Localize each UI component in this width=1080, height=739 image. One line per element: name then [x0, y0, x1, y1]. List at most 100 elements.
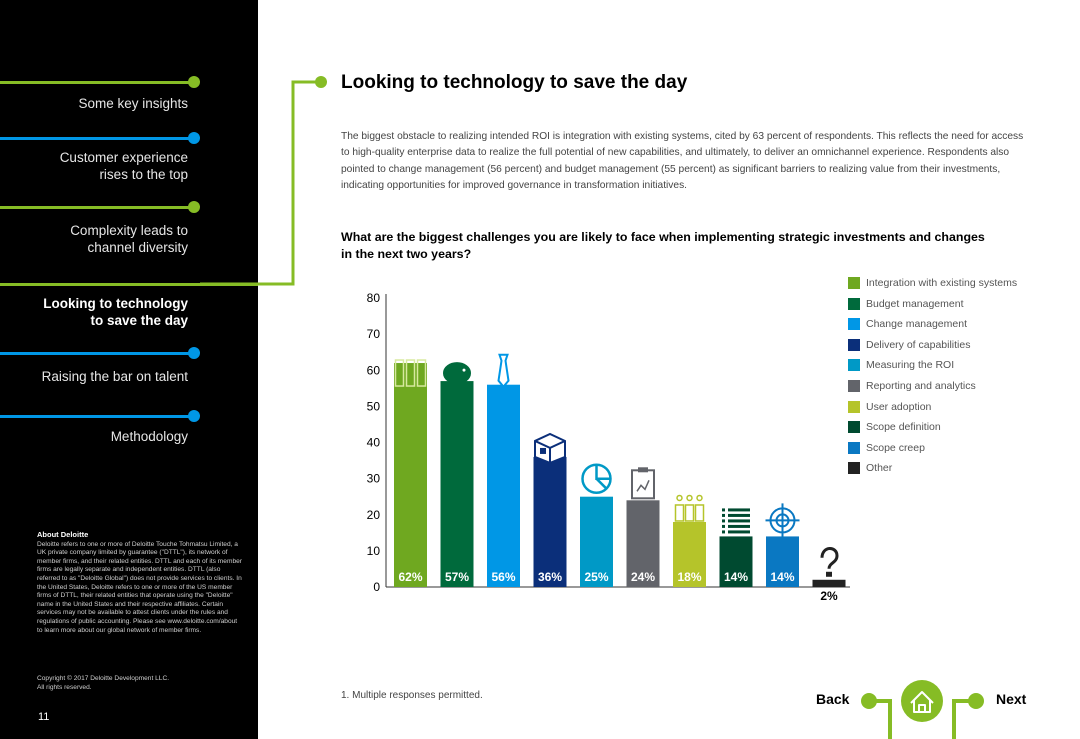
- next-button[interactable]: Next: [996, 691, 1027, 707]
- sidebar-item-label[interactable]: Some key insights: [78, 96, 188, 111]
- bar-data-label: 25%: [584, 570, 608, 584]
- back-dot: [861, 693, 877, 709]
- legend-label: User adoption: [866, 401, 932, 413]
- page-number: 11: [38, 711, 50, 723]
- sidebar-item-line: [0, 415, 194, 418]
- legend-label: Budget management: [866, 298, 964, 310]
- intro-paragraph: The biggest obstacle to realizing intend…: [341, 131, 1024, 191]
- legend-swatch: [848, 277, 860, 289]
- bar-1: [440, 381, 474, 587]
- sidebar-item-line: [0, 137, 194, 140]
- legend-swatch: [848, 401, 860, 413]
- sidebar-item-label[interactable]: Methodology: [110, 429, 188, 444]
- clipboard-chart-icon: [631, 467, 655, 500]
- box-icon: [534, 432, 566, 465]
- list-icon: [722, 508, 750, 534]
- bar-4: [580, 496, 613, 587]
- sidebar-item-label[interactable]: Raising the bar on talent: [41, 369, 188, 384]
- sidebar-item-line: [0, 352, 194, 355]
- legend-swatch: [848, 318, 860, 330]
- bar-3: [533, 456, 567, 587]
- y-tick-label: 60: [367, 363, 381, 377]
- people-icon: [674, 494, 705, 522]
- next-dot: [968, 693, 984, 709]
- y-tick-label: 20: [367, 508, 381, 522]
- sidebar-item-dot: [188, 410, 200, 422]
- bar-data-label: 2%: [820, 589, 838, 603]
- bar-icons: [394, 353, 839, 577]
- about-title: About Deloitte: [37, 530, 89, 539]
- bar-9: [812, 579, 846, 587]
- question-icon: [820, 547, 839, 577]
- about-text: Deloitte refers to one or more of Deloit…: [37, 540, 242, 634]
- legend-label: Integration with existing systems: [866, 277, 1018, 289]
- legend-label: Other: [866, 462, 893, 474]
- y-tick-label: 10: [367, 544, 381, 558]
- bar-data-label: 56%: [491, 570, 515, 584]
- bar-5: [626, 500, 660, 587]
- tie-icon: [497, 353, 510, 389]
- legend-swatch: [848, 298, 860, 310]
- legend-swatch: [848, 380, 860, 392]
- server-icon: [394, 359, 427, 387]
- bar-data-label: 62%: [398, 570, 422, 584]
- legend-label: Scope definition: [866, 421, 941, 433]
- connector-line: [200, 80, 318, 286]
- sidebar-item-dot: [188, 76, 200, 88]
- bar-data-label: 36%: [538, 570, 562, 584]
- legend-swatch: [848, 462, 860, 474]
- bar-data-label: 24%: [631, 570, 655, 584]
- target-icon: [765, 503, 800, 538]
- bar-7: [719, 536, 753, 587]
- legend-swatch: [848, 442, 860, 454]
- sidebar-item-line: [0, 206, 194, 209]
- bar-data-label: 14%: [724, 570, 748, 584]
- bar-2: [487, 384, 520, 587]
- y-tick-label: 40: [367, 436, 381, 450]
- legend-swatch: [848, 339, 860, 351]
- sidebar-item-line: [0, 283, 258, 286]
- pie-chart-icon: [581, 463, 612, 494]
- bar-0: [394, 363, 427, 587]
- connector-dot: [315, 76, 327, 88]
- bar-data-label: 57%: [445, 570, 469, 584]
- page-title: Looking to technology to save the day: [341, 72, 688, 93]
- sidebar-item-dot: [188, 201, 200, 213]
- legend-label: Change management: [866, 318, 967, 330]
- piggy-bank-icon: [443, 362, 471, 386]
- bar-data-label: 18%: [677, 570, 701, 584]
- footnote: 1. Multiple responses permitted.: [341, 690, 483, 701]
- sidebar-item-line: [0, 81, 194, 84]
- legend-label: Measuring the ROI: [866, 359, 955, 371]
- home-button[interactable]: [901, 680, 943, 722]
- y-tick-label: 70: [367, 327, 381, 341]
- chart-question: What are the biggest challenges you are …: [341, 230, 985, 261]
- sidebar-item-dot: [188, 347, 200, 359]
- bars: 62% 57% 56% 36% 25% 24% 18% 14% 14% 2%: [394, 363, 846, 603]
- y-tick-label: 50: [367, 399, 381, 413]
- sidebar-item-label[interactable]: Complexity leads to channel diversity: [70, 223, 188, 255]
- legend-label: Scope creep: [866, 442, 925, 454]
- about-deloitte: About Deloitte Deloitte refers to one or…: [37, 530, 242, 635]
- y-tick-label: 0: [373, 580, 380, 594]
- copyright: Copyright © 2017 Deloitte Development LL…: [37, 675, 170, 691]
- sidebar: Some key insights Customer experience ris…: [0, 0, 258, 739]
- legend-label: Delivery of capabilities: [866, 339, 971, 351]
- y-tick-label: 30: [367, 472, 381, 486]
- home-button-circle[interactable]: [901, 680, 943, 722]
- bar-8: [766, 536, 799, 587]
- y-tick-label: 80: [367, 291, 381, 305]
- bar-6: [673, 521, 706, 587]
- bar-data-label: 14%: [770, 570, 794, 584]
- legend-swatch: [848, 359, 860, 371]
- sidebar-item-label[interactable]: Customer experience rises to the top: [59, 150, 188, 182]
- sidebar-item-label[interactable]: Looking to technology to save the day: [43, 296, 188, 328]
- back-button[interactable]: Back: [816, 691, 850, 707]
- sidebar-item-dot: [188, 132, 200, 144]
- legend-label: Reporting and analytics: [866, 380, 976, 392]
- legend-swatch: [848, 421, 860, 433]
- home-icon: [910, 691, 934, 713]
